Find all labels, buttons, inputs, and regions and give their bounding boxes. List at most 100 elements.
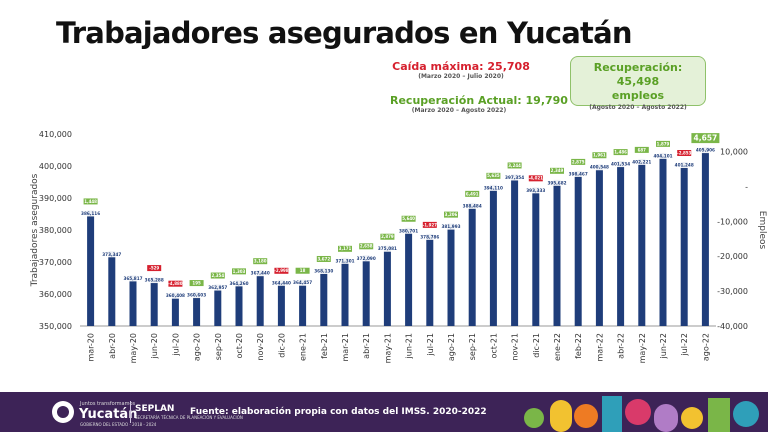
y2-tick-label: -40,000 — [717, 322, 748, 331]
change-badge — [691, 133, 720, 144]
yucatan-logo-icon — [52, 401, 74, 423]
source-note: Fuente: elaboración propia con datos del… — [190, 407, 487, 417]
change-label: 2,354 — [211, 273, 224, 278]
x-tick-label: jun-20 — [150, 333, 159, 359]
bar — [193, 292, 201, 326]
bar — [574, 170, 582, 326]
bar-chart: 350,000 360,000 370,000 380,000 390,000 400,0… — [30, 130, 767, 363]
bar-value-label-bg — [652, 151, 674, 159]
logo-tagline: Juntos transformamos — [80, 401, 136, 407]
x-tick-label: jul-21 — [426, 333, 435, 357]
bar-value-label: 365,817 — [123, 276, 142, 281]
change-badge — [232, 268, 246, 275]
x-tick-label: dic-20 — [277, 333, 286, 358]
bar-value-label-bg — [355, 254, 378, 262]
decorative-pattern — [524, 396, 759, 432]
x-tick-label: abr-20 — [108, 333, 117, 359]
y-tick-label: 390,000 — [39, 194, 72, 203]
seplan-logo: SEPLAN — [135, 404, 175, 414]
footer-divider — [130, 401, 131, 423]
change-label: 3,244 — [508, 163, 521, 168]
change-label: 1,486 — [614, 149, 627, 154]
bar-value-label: 394,110 — [484, 185, 503, 190]
logo-wordmark: Yucatán — [79, 407, 138, 422]
bar-value-label: 386,116 — [81, 211, 100, 216]
bar — [362, 255, 370, 326]
bar — [256, 270, 264, 326]
y2-axis-title: Empleos — [757, 211, 767, 250]
bar-value-label-bg — [482, 183, 505, 191]
change-label: -2,998 — [274, 268, 289, 273]
bar — [235, 280, 243, 326]
x-tick-label: ago-21 — [447, 333, 456, 361]
bar-value-label-bg — [185, 291, 208, 299]
change-badge — [401, 215, 416, 222]
change-badge — [592, 152, 607, 159]
bar — [150, 277, 158, 326]
change-badge — [550, 167, 564, 174]
bar-value-label-bg — [524, 186, 547, 194]
bar-value-label: 388,484 — [463, 203, 482, 208]
x-tick-label: jun-21 — [405, 333, 414, 359]
bar-value-label-bg — [206, 283, 229, 291]
x-tick-label: mar-20 — [87, 333, 96, 362]
current-recovery-period: (Marzo 2020 – Agosto 2022) — [411, 107, 507, 114]
change-badge — [274, 267, 289, 274]
x-tick-label: abr-21 — [362, 333, 371, 359]
bar — [659, 152, 667, 326]
x-tick-label: sep-20 — [214, 333, 223, 360]
bar-value-label: 378,786 — [420, 234, 439, 239]
change-label: 3,672 — [317, 256, 330, 261]
bar — [87, 210, 95, 326]
bar-value-label: 401,248 — [675, 163, 694, 168]
bar-value-label-bg — [546, 178, 568, 186]
y-tick-label: 410,000 — [39, 130, 72, 139]
change-badge — [528, 175, 543, 182]
change-badge — [656, 140, 670, 147]
bar-value-label: 405,906 — [696, 148, 715, 153]
recovery-box-period: (Agosto 2020 – Agosto 2022) — [589, 104, 687, 111]
y2-tick-label: -20,000 — [717, 252, 748, 261]
y-tick-label: 370,000 — [39, 258, 72, 267]
bar-value-label: 375,081 — [378, 246, 397, 251]
change-label: 18 — [300, 268, 306, 273]
y-axis-title: Trabajadores asegurados — [30, 173, 40, 287]
bar-value-label: 402,221 — [632, 159, 651, 164]
change-label: -529 — [149, 265, 159, 270]
bar-value-label-bg — [503, 173, 526, 181]
max-drop-period: (Marzo 2020 – Julio 2020) — [418, 73, 504, 80]
x-tick-label: may-22 — [638, 333, 647, 363]
x-tick-label: jun-22 — [659, 333, 668, 359]
bar — [171, 292, 179, 326]
bar-value-label-bg — [609, 160, 632, 168]
bar — [511, 174, 519, 326]
change-label: 6,491 — [466, 191, 479, 196]
bar-value-label-bg — [270, 278, 293, 286]
bar-value-label: 404,101 — [653, 153, 672, 158]
bar-value-label: 381,993 — [441, 224, 460, 229]
bar-value-label: 395,682 — [547, 180, 566, 185]
x-tick-label: oct-20 — [235, 333, 244, 359]
chart-title: Trabajadores asegurados en Yucatán — [56, 16, 633, 50]
recovery-box-line2: empleos — [611, 89, 665, 102]
change-badge — [210, 272, 225, 279]
bar-value-label-bg — [100, 250, 123, 258]
bar — [532, 187, 540, 326]
bar — [638, 158, 646, 326]
change-badge — [253, 258, 268, 265]
x-tick-label: abr-22 — [617, 333, 626, 359]
change-label: 2,349 — [551, 168, 564, 173]
y-tick-label: 400,000 — [39, 162, 72, 171]
x-tick-label: dic-21 — [532, 333, 541, 358]
bar — [383, 245, 391, 326]
bar — [299, 279, 307, 326]
change-label: 3,206 — [445, 212, 458, 217]
bar — [553, 179, 561, 326]
bar-value-label: 397,354 — [505, 175, 524, 180]
bar — [447, 223, 455, 326]
bar-value-label-bg — [694, 146, 717, 154]
bar — [489, 184, 497, 326]
bar-value-label: 360,603 — [187, 293, 206, 298]
x-tick-label: feb-22 — [574, 333, 583, 359]
change-badge — [83, 198, 98, 205]
